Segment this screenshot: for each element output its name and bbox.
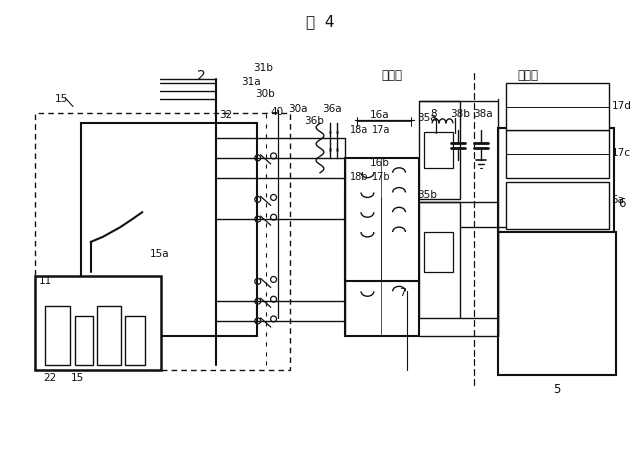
Text: 5a: 5a (611, 196, 625, 205)
Text: 17c: 17c (611, 148, 630, 158)
Bar (45, 306, 70, 365)
Text: 2: 2 (197, 69, 206, 83)
Text: 15: 15 (71, 373, 84, 383)
Bar (35, 276, 161, 370)
Text: 31b: 31b (253, 63, 273, 73)
Bar (419, 202, 460, 318)
Text: 18a: 18a (349, 125, 368, 135)
Bar (81, 123, 257, 336)
Bar (345, 158, 419, 282)
Text: 車体側: 車体側 (517, 69, 538, 82)
Text: 32: 32 (220, 111, 232, 120)
Text: 36a: 36a (322, 104, 342, 113)
Text: 17d: 17d (611, 100, 632, 111)
Bar (498, 232, 616, 375)
Text: 7: 7 (399, 288, 406, 298)
Text: 17a: 17a (372, 125, 391, 135)
Bar (419, 100, 460, 199)
Text: 38b: 38b (451, 108, 470, 119)
Text: 17b: 17b (372, 172, 391, 182)
Bar (498, 128, 614, 232)
Text: 36b: 36b (304, 116, 324, 127)
Text: 35b: 35b (417, 190, 436, 199)
Text: 40: 40 (271, 106, 284, 117)
Bar (345, 198, 419, 336)
Text: 30b: 30b (255, 89, 275, 99)
Bar (506, 182, 609, 229)
Text: 16a: 16a (369, 111, 389, 120)
Text: 8: 8 (431, 108, 437, 119)
Text: 30a: 30a (289, 104, 308, 113)
Text: 車輪側: 車輪側 (381, 69, 403, 82)
Text: 6: 6 (618, 198, 626, 211)
Bar (506, 83, 609, 130)
Bar (35, 113, 291, 370)
Text: 38a: 38a (473, 108, 493, 119)
Text: 15: 15 (55, 94, 68, 104)
Bar (97, 306, 122, 365)
Text: 35a: 35a (417, 113, 436, 123)
Bar (125, 316, 145, 365)
Bar (424, 232, 453, 271)
Text: 図  4: 図 4 (306, 14, 334, 29)
Text: 18b: 18b (349, 172, 368, 182)
Bar (506, 130, 609, 177)
Text: 22: 22 (44, 373, 56, 383)
Text: 31a: 31a (241, 77, 260, 87)
Text: 15a: 15a (150, 249, 170, 259)
Text: 16b: 16b (369, 158, 389, 168)
Text: 5: 5 (553, 383, 561, 396)
Text: 11: 11 (38, 276, 52, 286)
Bar (424, 132, 453, 168)
Bar (75, 316, 93, 365)
